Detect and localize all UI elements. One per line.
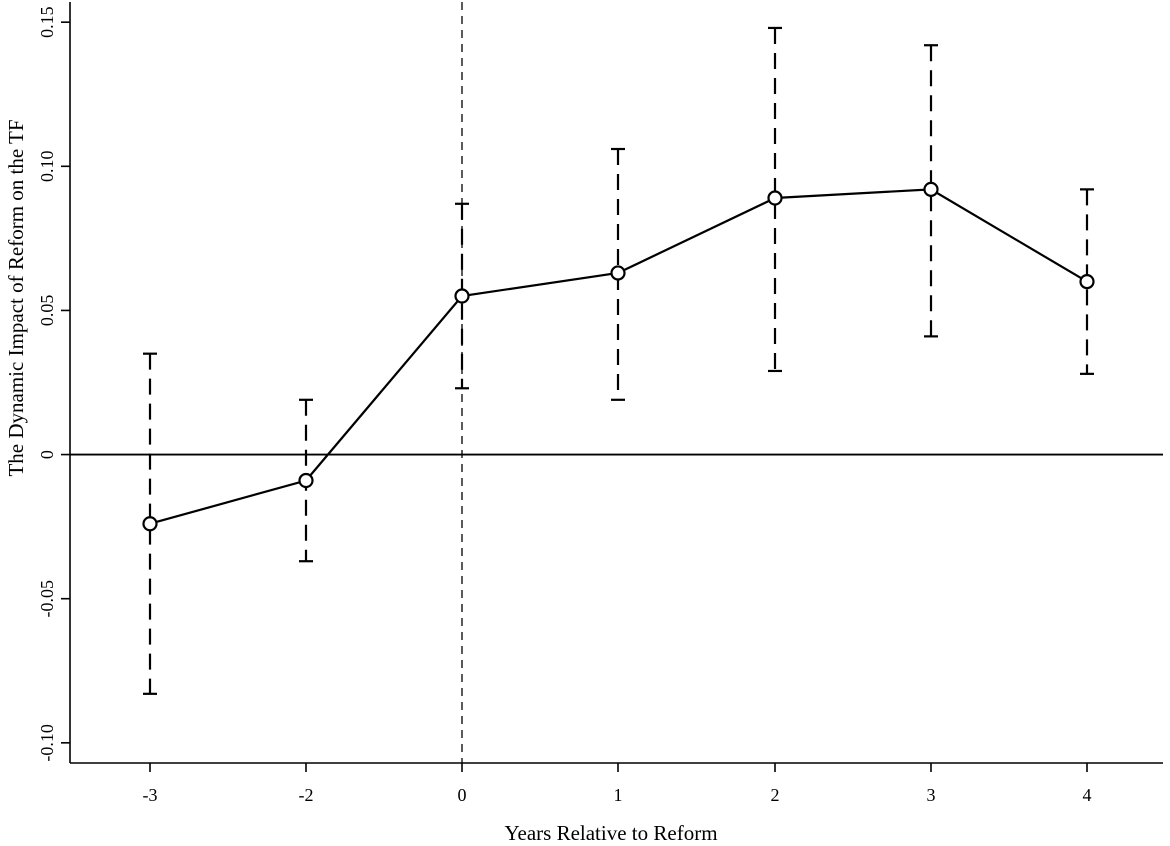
plot-area: -0.10 -0.05 0 0.05 0.10 0.15 -3 -2 0 1 2 3 4 [37,2,1163,805]
x-tick-label: 1 [614,785,623,805]
y-tick-label: 0.15 [37,6,57,38]
data-point [923,181,939,197]
x-tick-label: 4 [1083,785,1092,805]
y-tick-label: 0.10 [37,151,57,183]
x-tick-label: 0 [458,785,467,805]
data-point [454,288,470,304]
y-tick-label: 0.05 [37,295,57,327]
data-point [767,190,783,206]
y-axis-title: The Dynamic Impact of Reform on the TF [4,119,28,476]
x-tick-label: 2 [771,785,780,805]
y-tick-label: -0.05 [37,580,57,618]
x-tick-label: 3 [927,785,936,805]
y-tick-label: 0 [37,450,57,459]
x-tick-label: -3 [143,785,158,805]
y-tick-label: -0.10 [37,724,57,762]
x-tick-label: -2 [299,785,314,805]
data-point [298,472,314,489]
x-axis-title: Years Relative to Reform [504,821,717,845]
data-point [610,265,626,281]
data-point [1079,274,1095,290]
data-point [142,516,158,532]
